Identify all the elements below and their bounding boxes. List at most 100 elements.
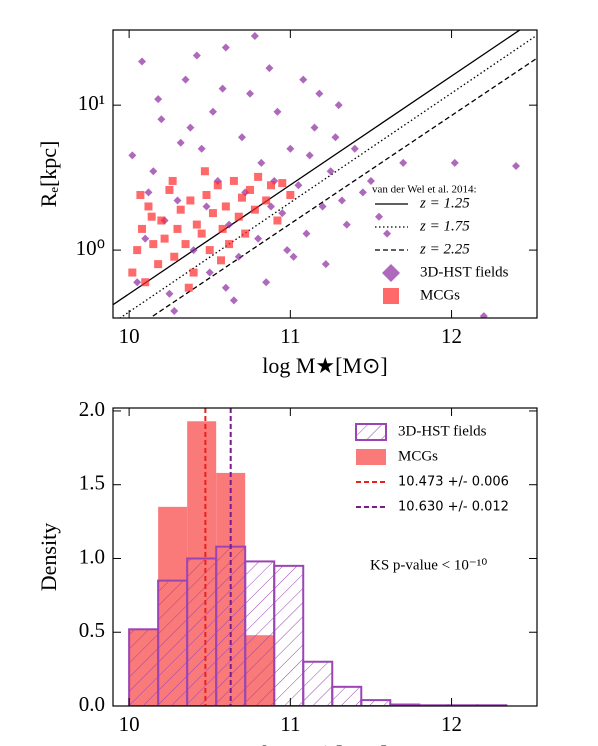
point [128,268,137,277]
legend-label: 3D-HST fields [398,423,487,439]
point [254,172,263,181]
legend-label: z = 1.75 [419,218,470,234]
legend-patch [355,423,387,441]
legend-label: MCGs [420,287,460,303]
point [286,190,295,199]
point [147,212,156,221]
point [326,167,335,176]
x-tick-label: 10 [119,712,140,736]
point [479,312,488,318]
point [192,51,201,60]
point [218,84,227,93]
point [197,144,206,153]
point [305,151,314,160]
point [273,216,282,225]
point [218,224,227,233]
point [331,133,340,142]
point [512,162,521,171]
legend-marker [382,264,400,282]
point [229,296,238,305]
point [321,260,330,269]
point [200,167,209,176]
point [246,89,255,98]
point [262,196,271,205]
point [278,209,287,218]
point [221,202,230,211]
x-tick-label: 12 [441,324,462,348]
point [149,167,158,176]
y-tick-label: 10¹ [78,91,105,115]
hist-bar [302,660,334,706]
point [197,229,206,238]
point [189,246,198,255]
x-axis-label: log M★[M⊙] [262,741,388,746]
y-tick-label: 1.0 [79,544,105,568]
y-tick-label: 2.0 [79,397,105,421]
point [176,205,185,214]
point [358,188,367,197]
y-tick-label: 0.0 [79,692,105,716]
point [173,196,182,205]
point [225,240,234,249]
point [234,212,243,221]
legend-label: 3D-HST fields [420,264,509,280]
point [154,260,163,269]
point [173,224,182,233]
hist-bar [128,628,160,706]
point [144,202,153,211]
point [399,158,408,167]
point [213,181,222,190]
legend-patch [356,449,386,465]
point [262,278,271,287]
legend-label: 10.630 +/- 0.012 [398,500,509,515]
point [154,95,163,104]
point [192,220,201,229]
point [241,229,250,238]
x-tick-label: 11 [280,324,300,348]
plot-area [128,408,508,706]
point [189,268,198,277]
point [141,278,150,287]
point [170,306,179,315]
point [257,158,266,167]
point [141,234,150,243]
point [160,234,169,243]
point [237,193,246,202]
point [181,75,190,84]
point [250,205,259,214]
hist-bar [244,560,276,706]
hist-bar [157,579,189,706]
point [221,283,230,292]
point [266,181,275,190]
x-tick-label: 10 [119,324,140,348]
point [144,188,153,197]
point [273,107,282,116]
fit-line [148,57,537,318]
point [375,212,384,221]
point [250,31,259,40]
point [186,196,195,205]
point [168,176,177,185]
point [170,252,179,261]
point [265,64,274,73]
point [157,115,166,124]
point [181,240,190,249]
fit-line [118,34,537,318]
point [278,179,287,188]
hist-bar [186,557,218,706]
point [302,229,311,238]
point [176,138,185,147]
point [334,101,343,110]
point [217,256,226,265]
point [310,123,319,132]
legend-label: z = 1.25 [419,195,470,211]
legend-label: MCGs [398,448,438,464]
fit-line [113,30,521,306]
y-tick-label: 10⁰ [76,236,105,260]
y-tick-label: 1.5 [79,471,105,495]
point [299,75,308,84]
point [157,216,166,225]
point [165,185,174,194]
legend-label: z = 2.25 [419,241,470,257]
point [208,209,217,218]
